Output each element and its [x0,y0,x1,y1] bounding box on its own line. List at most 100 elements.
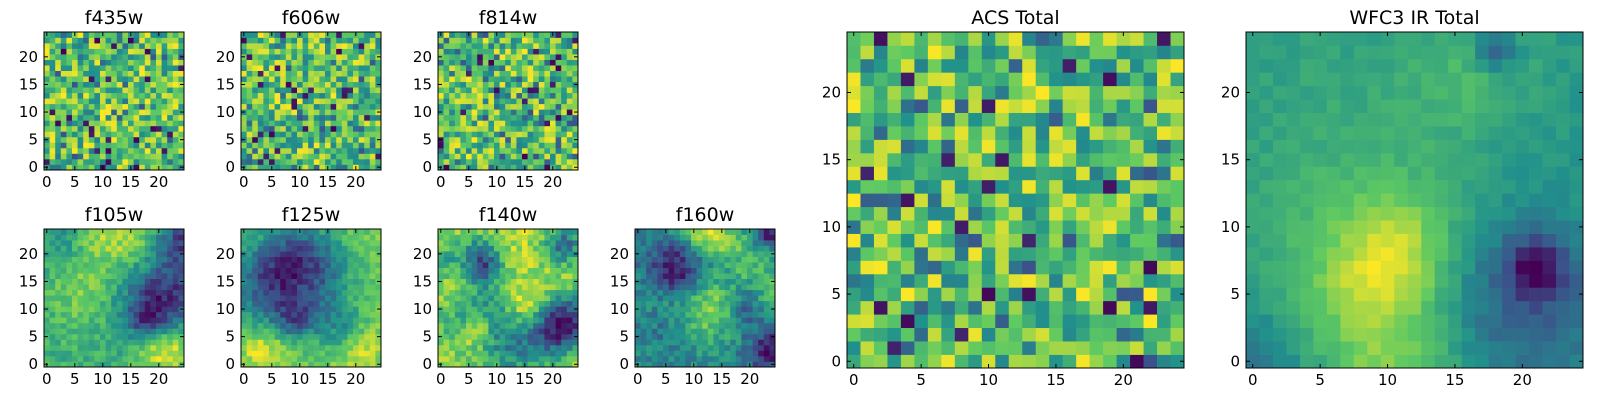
heatmap-cell [280,251,287,257]
heatmap-cell [100,251,106,257]
heatmap-cell [438,48,444,55]
heatmap-cell [308,87,315,94]
heatmap-cell [269,278,275,285]
heatmap-cell [741,234,748,241]
heatmap-cell [133,131,140,138]
heatmap-cell [128,234,134,241]
heatmap-cell [635,245,641,252]
heatmap-cell [488,267,495,274]
heatmap-cell [449,114,456,121]
heatmap-cell [747,355,753,362]
heatmap-cell [341,361,348,368]
heatmap-cell [674,251,681,257]
heatmap-cell [88,59,95,66]
heatmap-cell [252,59,259,66]
heatmap-cell [510,103,517,110]
heatmap-cell [887,300,902,315]
heatmap-cell [1130,287,1144,302]
heatmap-cell [510,48,517,55]
heatmap-cell [341,92,348,99]
heatmap-cell [49,256,56,263]
heatmap-cell [49,59,56,66]
heatmap-cell [105,70,112,77]
heatmap-cell [505,48,512,55]
heatmap-cell [900,287,915,302]
heatmap-cell [449,103,456,110]
heatmap-cell [1116,179,1131,194]
heatmap-cell [1157,354,1171,369]
heatmap-cell [161,306,168,313]
heatmap-cell [860,273,875,288]
heatmap-cell [369,350,376,357]
heatmap-cell [49,278,56,285]
heatmap-cell [657,328,664,335]
heatmap-cell [449,289,456,296]
heatmap-cell [516,317,523,324]
heatmap-cell [482,278,489,285]
heatmap-cell [60,311,67,318]
heatmap-cell [510,98,517,105]
heatmap-cell [100,278,106,285]
heatmap-cell [88,54,95,60]
heatmap-cell [280,339,287,346]
heatmap-cell [353,114,359,121]
heatmap-cell [128,142,134,149]
heatmap-cell [105,114,112,121]
heatmap-cell [538,317,545,324]
y-tick-label: 0 [28,355,38,373]
heatmap-cell [443,300,450,307]
heatmap-cell [144,361,151,368]
heatmap-cell [1143,300,1158,315]
heatmap-cell [364,43,371,49]
heatmap-cell [741,344,748,351]
heatmap-cell [139,322,146,329]
heatmap-cell [49,76,56,83]
heatmap-cell [555,76,562,83]
heatmap-cell [544,328,551,335]
heatmap-cell [674,273,681,280]
heatmap-cell [1170,327,1185,342]
heatmap-cell [494,234,500,241]
heatmap-cell [257,87,264,94]
heatmap-cell [241,114,247,121]
heatmap-cell [454,54,461,60]
heatmap-cell [691,311,697,318]
heatmap-cell [83,87,90,94]
heatmap-cell [561,103,568,110]
heatmap-cell [1143,206,1158,221]
heatmap-cell [72,344,78,351]
heatmap-cell [443,131,450,138]
heatmap-cell [1022,314,1037,329]
heatmap-cell [1062,220,1077,234]
heatmap-cell [954,273,969,288]
heatmap-cell [156,295,162,302]
heatmap-cell [280,300,287,307]
heatmap-cell [927,247,942,261]
heatmap-cell [752,300,759,307]
heatmap-cell [375,65,382,71]
heatmap-cell [100,125,106,132]
heatmap-cell [466,339,472,346]
heatmap-cell [161,317,168,324]
heatmap-cell [364,262,371,268]
heatmap-cell [640,278,647,285]
heatmap-cell [702,350,709,357]
heatmap-cell [735,322,742,329]
heatmap-cell [454,350,461,357]
heatmap-cell [144,284,151,291]
heatmap-cell [72,240,78,246]
heatmap-cell [252,311,259,318]
heatmap-cell [369,65,376,71]
heatmap-cell [566,262,573,268]
heatmap-cell [313,311,320,318]
heatmap-cell [941,166,956,181]
heatmap-cell [499,273,506,280]
heatmap-cell [499,355,506,362]
heatmap-cell [336,344,343,351]
heatmap-cell [516,164,523,171]
heatmap-cell [533,142,540,149]
heatmap-cell [83,92,90,99]
heatmap-cell [302,43,309,49]
heatmap-cell [150,240,157,246]
heatmap-cell [285,37,292,44]
